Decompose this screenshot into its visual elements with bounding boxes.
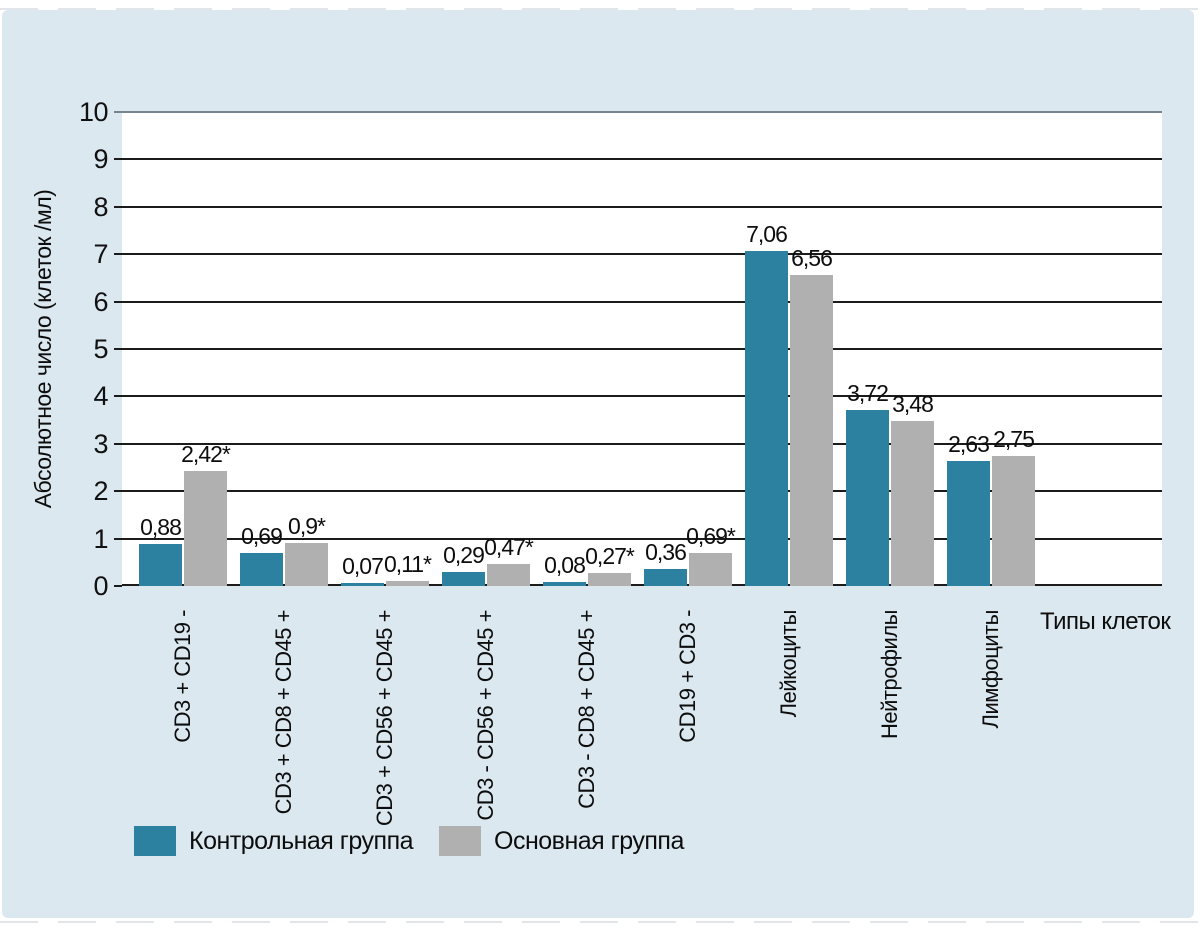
bar-value-label-main-4: 0,27* <box>585 543 635 570</box>
bar-control-8 <box>947 461 990 586</box>
x-category-label-7: Нейтрофилы <box>877 610 902 739</box>
bar-value-label-control-1: 0,69 <box>241 523 283 550</box>
gridline-y3 <box>114 442 1162 445</box>
bar-value-label-control-2: 0,07 <box>342 552 384 579</box>
legend-item-1: Основная группа <box>439 826 684 856</box>
legend: Контрольная группа Основная группа <box>134 826 684 856</box>
y-tick-label-6: 6 <box>93 286 108 317</box>
bar-main-3 <box>487 563 530 586</box>
bar-control-0 <box>139 544 182 586</box>
top-dashed-rule <box>0 8 1200 10</box>
y-tick-label-3: 3 <box>93 428 108 459</box>
bar-value-label-control-6: 7,06 <box>746 221 788 248</box>
gridline-y4 <box>114 395 1162 398</box>
x-category-label-1: CD3 + CD8 + CD45 + <box>271 610 296 815</box>
gridline-y6 <box>114 300 1162 303</box>
gridline-y2 <box>114 490 1162 493</box>
legend-item-0: Контрольная группа <box>134 826 414 856</box>
bar-main-4 <box>588 573 631 586</box>
gridline-y5 <box>114 348 1162 350</box>
legend-label-0: Контрольная группа <box>189 827 414 855</box>
gridline-y1 <box>114 537 1162 540</box>
x-category-label-0: CD3 + CD19 - <box>170 610 195 743</box>
bar-value-label-control-4: 0,08 <box>544 552 586 579</box>
bar-main-8 <box>992 455 1035 586</box>
gridline-y10 <box>114 111 1162 113</box>
y-tick-label-10: 10 <box>78 97 109 127</box>
bar-value-label-main-1: 0,9* <box>288 513 326 540</box>
y-tick-label-4: 4 <box>93 381 108 412</box>
bar-value-label-control-0: 0,88 <box>140 514 182 541</box>
bar-value-label-main-6: 6,56 <box>791 245 833 272</box>
bar-main-2 <box>386 580 429 586</box>
legend-swatch-1 <box>439 826 482 856</box>
bar-value-label-main-3: 0,47* <box>484 533 534 560</box>
y-tick-label-9: 9 <box>93 144 108 175</box>
x-axis-title: Типы клеток <box>1040 608 1171 635</box>
y-tick-label-5: 5 <box>93 334 108 364</box>
bar-value-label-main-8: 2,75 <box>993 425 1035 452</box>
bar-main-6 <box>790 275 833 586</box>
bar-main-7 <box>891 421 934 586</box>
x-category-label-6: Лейкоциты <box>776 610 801 718</box>
bar-control-3 <box>442 572 485 586</box>
gridline-y9 <box>114 158 1162 161</box>
gridline-y0-stub <box>114 585 122 587</box>
bar-value-label-control-8: 2,63 <box>948 431 990 458</box>
legend-swatch-0 <box>134 826 176 856</box>
bar-value-label-main-2: 0,11* <box>383 550 432 577</box>
bar-control-5 <box>644 568 687 586</box>
y-tick-label-8: 8 <box>93 191 108 222</box>
y-tick-label-7: 7 <box>93 239 108 270</box>
x-category-label-3: CD3 - CD56 + CD45 + <box>473 610 498 821</box>
bar-value-label-main-5: 0,69* <box>686 523 736 550</box>
bar-value-label-main-0: 2,42* <box>181 441 231 468</box>
y-tick-label-2: 2 <box>93 476 108 507</box>
bar-value-label-main-7: 3,48 <box>892 391 934 418</box>
bar-control-6 <box>745 251 788 586</box>
bar-value-label-control-3: 0,29 <box>443 542 485 569</box>
gridline-y8 <box>114 205 1162 208</box>
plot-area: 0,88 0,69 0,07 0,29 0,08 0,36 7,06 3,72 2,63 2,42… <box>114 111 1162 587</box>
bar-control-2 <box>341 582 384 586</box>
bar-control-4 <box>543 582 586 586</box>
chart-panel: Абсолютное число (клеток /мл) 0,88 0,69 0,… <box>2 10 1194 918</box>
bar-main-1 <box>285 543 328 586</box>
x-category-label-4: CD3 - CD8 + CD45 + <box>574 610 599 809</box>
bar-value-label-control-7: 3,72 <box>847 379 889 406</box>
bar-main-0 <box>184 471 227 586</box>
bar-main-5 <box>689 553 732 586</box>
x-category-label-8: Лимфоциты <box>978 610 1003 729</box>
gridline-y7 <box>114 253 1162 256</box>
legend-label-1: Основная группа <box>494 827 684 855</box>
y-tick-label-1: 1 <box>93 523 108 554</box>
bar-value-label-control-5: 0,36 <box>645 538 687 565</box>
y-tick-label-0: 0 <box>93 571 108 601</box>
bar-control-7 <box>846 409 889 586</box>
bottom-dashed-rule <box>0 921 1200 923</box>
x-category-label-5: CD19 + CD3 - <box>675 610 700 743</box>
x-category-label-2: CD3 + CD56 + CD45 + <box>372 610 397 827</box>
bar-control-1 <box>240 553 283 586</box>
